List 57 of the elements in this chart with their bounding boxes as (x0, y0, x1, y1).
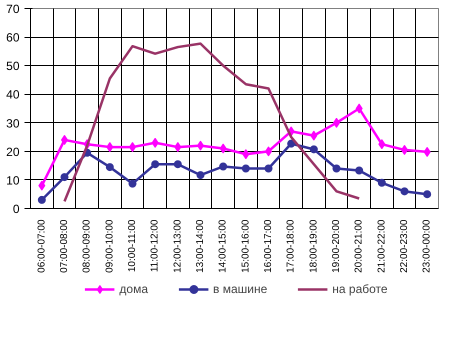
point (106, 142, 114, 152)
point (151, 160, 160, 168)
point (60, 173, 68, 182)
x-tick-label: 22:00-23:00 (399, 219, 410, 273)
legend-label: дома (119, 282, 148, 296)
x-tick-label: 13:00-14:00 (195, 219, 206, 273)
x-tick-label: 17:00-18:00 (286, 219, 297, 273)
y-tick-label: 60 (6, 30, 20, 45)
x-tick-label: 10:00-11:00 (127, 219, 138, 272)
point (152, 138, 159, 148)
point (242, 149, 250, 160)
x-tick-label: 16:00-17:00 (263, 219, 274, 273)
x-tick-label: 07:00-08:00 (59, 219, 70, 273)
x-tick-label: 06:00-07:00 (36, 219, 48, 273)
x-tick-label: 11:00-12:00 (150, 219, 161, 272)
point (400, 187, 408, 196)
point (174, 142, 182, 152)
point (310, 130, 318, 141)
point (378, 178, 386, 187)
point (128, 180, 136, 188)
line-series (63, 42, 360, 203)
x-tick-label: 08:00-09:00 (82, 219, 93, 273)
x-tick-label: 15:00-16:00 (240, 219, 252, 273)
point (38, 180, 46, 191)
x-tick-label: 09:00-10:00 (104, 219, 116, 273)
point (310, 145, 318, 154)
point (424, 146, 431, 157)
point (264, 164, 272, 172)
legend-label: в машине (213, 282, 268, 296)
x-tick-label: 21:00-22:00 (376, 219, 388, 273)
point (38, 196, 46, 204)
point (423, 190, 432, 198)
point (332, 164, 340, 172)
x-tick-label: 23:00-00:00 (422, 219, 433, 273)
point (106, 163, 114, 172)
x-tick-label: 18:00-19:00 (308, 219, 320, 273)
x-tick-label: 12:00-13:00 (172, 219, 184, 273)
y-tick-label: 70 (6, 2, 20, 16)
y-tick-label: 10 (6, 173, 20, 188)
point (355, 166, 364, 174)
y-tick-label: 30 (6, 116, 20, 130)
point (174, 160, 182, 168)
y-tick-label: 50 (6, 59, 20, 74)
point (220, 144, 227, 154)
y-tick-label: 40 (6, 88, 20, 102)
point (219, 162, 228, 170)
x-tick-label: 19:00-20:00 (331, 219, 342, 273)
point (378, 139, 386, 150)
point (356, 104, 363, 114)
y-tick-label: 20 (6, 144, 20, 159)
point (242, 164, 250, 172)
point (196, 171, 204, 180)
x-tick-label: 14:00-15:00 (218, 219, 229, 273)
x-tick-label: 20:00-21:00 (354, 219, 365, 273)
point (287, 140, 296, 148)
legend-label: на работе (332, 282, 388, 296)
y-tick-label: 0 (12, 202, 20, 216)
